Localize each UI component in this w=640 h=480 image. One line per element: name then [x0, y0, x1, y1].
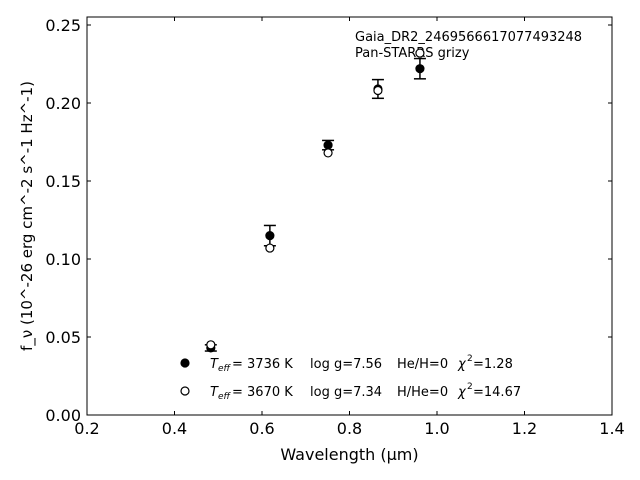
annotation-line-1: Gaia_DR2_2469566617077493248: [355, 30, 582, 45]
legend-marker: [180, 358, 190, 368]
x-tick-label: 0.2: [74, 419, 99, 438]
y-tick-label: 0.15: [45, 172, 81, 191]
legend-teff: = 3736 K: [232, 357, 293, 372]
legend-chi-sup: 2: [467, 354, 473, 364]
legend-teff-symbol: T: [210, 357, 219, 372]
model_He-point: [373, 85, 383, 96]
model_He-point: [323, 148, 333, 158]
y-tick-label: 0.20: [45, 94, 81, 113]
x-tick-label: 1.2: [512, 419, 537, 438]
annotation-line-2: Pan-STARRS grizy: [355, 46, 470, 61]
legend-comp: He/H=0: [397, 357, 448, 372]
legend-marker: [180, 386, 190, 396]
model_H-point: [415, 64, 425, 74]
legend-chi-sup: 2: [467, 382, 473, 392]
y-tick-label: 0.00: [45, 406, 81, 425]
legend-logg: log g=7.56: [310, 357, 382, 372]
x-tick-label: 0.8: [337, 419, 362, 438]
x-tick-label: 0.6: [249, 419, 274, 438]
x-tick-label: 1.0: [424, 419, 449, 438]
model_He-point: [206, 340, 216, 350]
model_He-point: [265, 243, 275, 253]
legend-chi-symbol: χ: [457, 385, 467, 400]
legend-teff-sub: eff: [218, 392, 232, 402]
legend-teff-sub: eff: [218, 364, 232, 374]
model_He-point: [415, 48, 425, 58]
legend-teff-symbol: T: [210, 385, 219, 400]
legend-chi-symbol: χ: [457, 357, 467, 372]
model_H-point: [323, 140, 333, 150]
x-axis-label: Wavelength (μm): [280, 445, 418, 464]
x-tick-label: 1.4: [599, 419, 624, 438]
legend-logg: log g=7.34: [310, 385, 382, 400]
y-tick-label: 0.10: [45, 250, 81, 269]
legend-chi2: =14.67: [473, 385, 521, 400]
x-tick-label: 0.4: [162, 419, 187, 438]
axes-frame: [86, 16, 613, 416]
legend-chi2: =1.28: [473, 357, 513, 372]
y-tick-label: 0.05: [45, 328, 81, 347]
legend-comp: H/He=0: [397, 385, 448, 400]
y-axis-label: f_ν (10^-26 erg cm^-2 s^-1 Hz^-1): [18, 81, 37, 351]
legend-teff: = 3670 K: [232, 385, 293, 400]
y-tick-label: 0.25: [45, 16, 81, 35]
model_H-point: [265, 231, 275, 241]
